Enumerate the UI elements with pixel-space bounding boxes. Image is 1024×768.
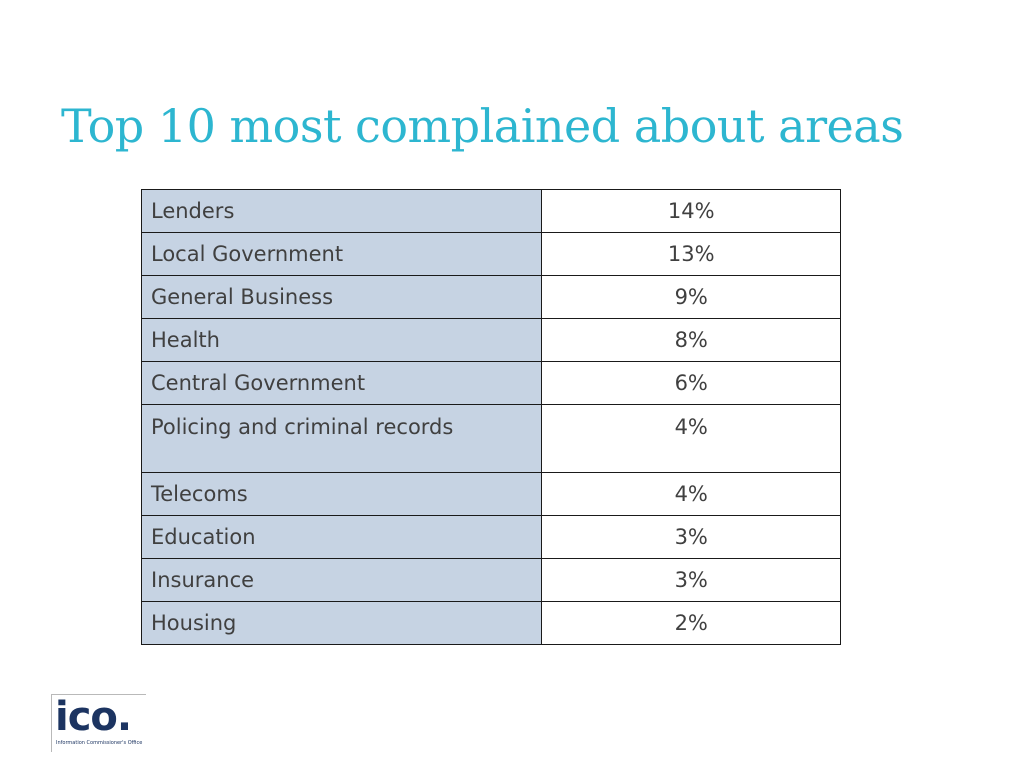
percent-cell: 9% xyxy=(541,275,841,319)
area-cell: Local Government xyxy=(140,232,543,276)
percent-cell: 14% xyxy=(541,189,841,233)
percent-cell: 13% xyxy=(541,232,841,276)
area-cell: Health xyxy=(140,318,543,362)
area-cell: Policing and criminal records xyxy=(140,404,543,473)
percent-cell: 6% xyxy=(541,361,841,405)
ico-logo: ico. Information Commissioner's Office xyxy=(51,694,146,752)
percent-cell: 3% xyxy=(541,558,841,602)
area-cell: Housing xyxy=(140,601,543,645)
table-row: Insurance 3% xyxy=(140,558,841,602)
percent-cell: 4% xyxy=(541,472,841,516)
area-cell: Central Government xyxy=(140,361,543,405)
table-row: Central Government 6% xyxy=(140,361,841,405)
table-row: Lenders 14% xyxy=(140,189,841,233)
table-row: Policing and criminal records 4% xyxy=(140,404,841,473)
slide-title: Top 10 most complained about areas xyxy=(61,99,904,153)
table-row: General Business 9% xyxy=(140,275,841,319)
area-cell: Lenders xyxy=(140,189,543,233)
percent-cell: 4% xyxy=(541,404,841,473)
area-cell: Insurance xyxy=(140,558,543,602)
table-row: Telecoms 4% xyxy=(140,472,841,516)
area-cell: Education xyxy=(140,515,543,559)
percent-cell: 8% xyxy=(541,318,841,362)
table-row: Education 3% xyxy=(140,515,841,559)
area-cell: Telecoms xyxy=(140,472,543,516)
complaints-table: Lenders 14% Local Government 13% General… xyxy=(140,189,841,645)
percent-cell: 2% xyxy=(541,601,841,645)
area-cell: General Business xyxy=(140,275,543,319)
logo-mark: ico. xyxy=(55,694,132,740)
table-row: Housing 2% xyxy=(140,601,841,645)
table-row: Health 8% xyxy=(140,318,841,362)
percent-cell: 3% xyxy=(541,515,841,559)
table-row: Local Government 13% xyxy=(140,232,841,276)
logo-subtitle: Information Commissioner's Office xyxy=(56,740,143,746)
